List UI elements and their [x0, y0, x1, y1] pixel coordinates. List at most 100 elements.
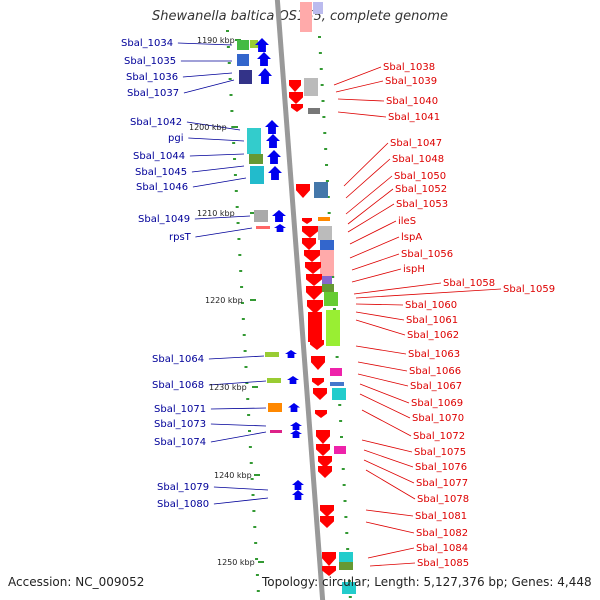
tick-mark	[239, 270, 243, 272]
gene-block	[318, 217, 330, 221]
tick-mark	[343, 500, 347, 502]
ruler-label: 1240 kbp	[214, 471, 252, 480]
reverse-gene-arrow	[311, 356, 325, 370]
reverse-gene-arrow	[306, 274, 322, 286]
left-gene-label: Sbal_1068	[152, 380, 204, 391]
label-connector	[188, 137, 245, 142]
left-gene-label: Sbal_1080	[157, 499, 209, 510]
reverse-gene-arrow	[318, 466, 332, 478]
label-connector	[361, 439, 413, 453]
gene-block	[342, 582, 356, 594]
tick-mark	[241, 318, 245, 320]
label-connector	[363, 459, 415, 484]
ruler-label: 1250 kbp	[217, 558, 255, 567]
right-gene-label: Sbal_1084	[416, 543, 468, 554]
reverse-gene-arrow	[322, 566, 336, 576]
gene-block	[247, 128, 261, 154]
left-gene-label: pgi	[168, 133, 183, 144]
genome-backbone	[274, 0, 326, 600]
ruler-label: 1200 kbp	[189, 123, 227, 132]
gene-block	[268, 403, 282, 412]
forward-gene-arrow	[267, 150, 281, 164]
left-gene-label: Sbal_1045	[135, 167, 187, 178]
tick-mark	[318, 52, 322, 54]
right-gene-label: Sbal_1076	[415, 462, 467, 473]
tick-mark	[240, 286, 244, 288]
forward-gene-arrow	[285, 350, 297, 358]
gene-block	[254, 210, 268, 222]
gene-block	[339, 562, 353, 570]
right-gene-label: Sbal_1062	[407, 330, 459, 341]
tick-mark	[244, 366, 248, 368]
reverse-gene-arrow	[315, 410, 327, 418]
gene-block	[322, 284, 334, 292]
label-connector	[210, 423, 267, 427]
gene-block	[320, 250, 334, 276]
tick-mark	[347, 580, 351, 582]
label-connector	[365, 469, 416, 500]
right-gene-label: Sbal_1053	[396, 199, 448, 210]
tick-mark	[232, 142, 236, 144]
tick-mark	[348, 596, 352, 598]
reverse-gene-arrow	[302, 226, 318, 238]
tick-mark	[234, 190, 238, 192]
label-connector	[355, 345, 407, 355]
label-connector	[177, 42, 233, 46]
tick-mark	[247, 414, 251, 416]
right-gene-label: Sbal_1078	[417, 494, 469, 505]
label-connector	[355, 303, 404, 306]
ruler-label: 1220 kbp	[205, 296, 243, 305]
forward-gene-arrow	[266, 134, 280, 148]
reverse-gene-arrow	[312, 378, 324, 386]
left-gene-label: Sbal_1035	[124, 56, 176, 67]
label-connector	[182, 72, 233, 78]
gene-block	[270, 430, 282, 433]
forward-gene-arrow	[257, 52, 271, 66]
ruler-label: 1210 kbp	[197, 209, 235, 218]
reverse-gene-arrow	[307, 300, 323, 314]
tick-mark	[228, 78, 232, 80]
tick-mark	[248, 430, 251, 432]
right-gene-label: Sbal_1066	[409, 366, 461, 377]
right-gene-label: Sbal_1056	[401, 249, 453, 260]
right-gene-label: Sbal_1041	[388, 112, 440, 123]
label-connectors	[177, 42, 502, 567]
label-connector	[355, 311, 405, 321]
right-gene-label: Sbal_1063	[408, 349, 460, 360]
gene-block	[237, 40, 249, 50]
tick-mark	[229, 94, 233, 96]
tick-mark	[344, 516, 348, 518]
label-connector	[357, 361, 408, 372]
backbone-line	[274, 0, 326, 600]
label-connector	[345, 158, 391, 199]
gene-block	[334, 446, 346, 454]
right-gene-label: Sbal_1039	[385, 76, 437, 87]
tick-mark	[246, 398, 250, 400]
reverse-gene-arrow	[313, 388, 327, 400]
reverse-gene-arrow	[320, 516, 334, 528]
gene-block	[256, 226, 270, 229]
label-connector	[345, 175, 393, 215]
tick-mark	[250, 478, 254, 480]
gene-block	[314, 182, 328, 198]
label-connector	[355, 319, 406, 336]
gene-block	[300, 2, 312, 32]
right-gene-label: Sbal_1050	[394, 171, 446, 182]
tick-mark	[325, 180, 329, 182]
tick-mark	[251, 494, 255, 496]
tick-mark	[236, 222, 240, 224]
tick-mark	[340, 436, 343, 438]
gene-block	[332, 388, 346, 400]
tick-mark	[327, 212, 331, 214]
tick-mark	[245, 382, 249, 384]
label-connector	[337, 111, 387, 118]
left-gene-label: Sbal_1042	[130, 117, 182, 128]
reverse-gene-arrow	[289, 80, 301, 92]
left-gene-label: Sbal_1074	[154, 437, 206, 448]
left-gene-label: Sbal_1064	[152, 354, 204, 365]
ruler-label: 1230 kbp	[209, 383, 247, 392]
tick-mark	[323, 132, 327, 134]
right-gene-label: Sbal_1047	[390, 138, 442, 149]
left-gene-label: Sbal_1044	[133, 151, 185, 162]
label-connector	[367, 547, 415, 559]
